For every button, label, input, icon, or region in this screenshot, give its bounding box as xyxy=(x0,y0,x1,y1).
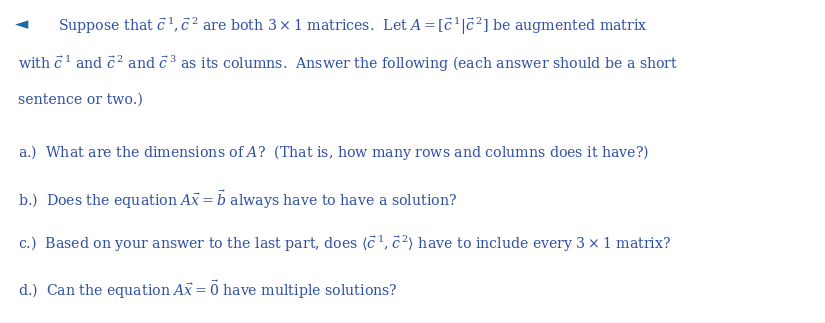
Text: with $\vec{c}\,^{1}$ and $\vec{c}\,^{2}$ and $\vec{c}\,^{3}$ as its columns.  An: with $\vec{c}\,^{1}$ and $\vec{c}\,^{2}$… xyxy=(18,54,678,74)
Text: ◄: ◄ xyxy=(15,15,28,33)
Text: sentence or two.): sentence or two.) xyxy=(18,92,143,107)
Text: Suppose that $\vec{c}\,^{1}, \vec{c}\,^{2}$ are both $3 \times 1$ matrices.  Let: Suppose that $\vec{c}\,^{1}, \vec{c}\,^{… xyxy=(59,15,648,36)
Text: b.)  Does the equation $A\vec{x} = \vec{b}$ always have to have a solution?: b.) Does the equation $A\vec{x} = \vec{b… xyxy=(18,188,457,211)
Text: a.)  What are the dimensions of $A$?  (That is, how many rows and columns does i: a.) What are the dimensions of $A$? (Tha… xyxy=(18,142,649,162)
Text: c.)  Based on your answer to the last part, does $\langle\vec{c}\,^{1}, \vec{c}\: c.) Based on your answer to the last par… xyxy=(18,234,672,254)
Text: d.)  Can the equation $A\vec{x} = \vec{0}$ have multiple solutions?: d.) Can the equation $A\vec{x} = \vec{0}… xyxy=(18,279,398,301)
